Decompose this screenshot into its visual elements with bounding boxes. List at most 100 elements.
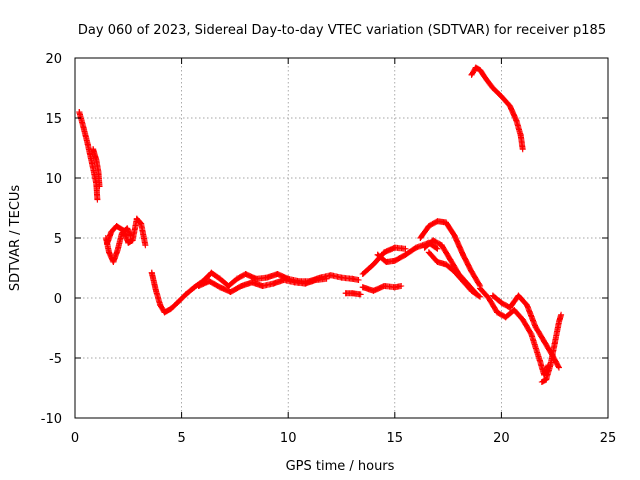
data-point [425, 249, 432, 256]
data-point [263, 274, 270, 281]
data-point [161, 309, 168, 316]
data-point [95, 169, 102, 175]
data-point [425, 223, 432, 229]
data-point [338, 274, 345, 281]
data-point [498, 93, 505, 100]
data-points [76, 64, 565, 385]
data-point [391, 244, 398, 251]
x-axis-label: GPS time / hours [286, 459, 395, 474]
data-point [434, 218, 441, 225]
data-point [342, 290, 349, 297]
x-tick-label: 10 [280, 431, 297, 446]
data-point [477, 67, 484, 73]
data-point [125, 239, 132, 246]
data-point [538, 379, 545, 385]
data-point [208, 269, 215, 276]
data-point [270, 280, 277, 287]
data-point [515, 292, 522, 299]
data-point [402, 251, 409, 258]
data-point [536, 357, 543, 364]
y-tick-label: -5 [49, 352, 62, 367]
data-point [381, 249, 388, 256]
data-point [108, 229, 115, 235]
data-point [93, 157, 100, 163]
data-point [468, 268, 475, 275]
data-point [483, 76, 490, 83]
data-point [374, 251, 381, 258]
data-point [148, 269, 155, 276]
y-tick-label: 20 [45, 52, 62, 67]
data-point [451, 232, 458, 239]
chart-title: Day 060 of 2023, Sidereal Day-to-day VTE… [78, 23, 606, 38]
data-point [417, 235, 424, 241]
data-point [541, 338, 548, 345]
x-tick-label: 25 [600, 431, 617, 446]
y-axis-label: SDTVAR / TECUs [8, 185, 23, 292]
data-point [513, 117, 520, 124]
data-point [302, 280, 309, 287]
data-point [558, 311, 565, 318]
data-point [502, 314, 509, 321]
data-point [555, 364, 562, 371]
data-point [96, 183, 103, 190]
data-point [133, 215, 140, 222]
axis-ticks: 0 5 10 15 20 25 -10 -5 0 5 10 15 20 [41, 52, 617, 446]
y-tick-label: 5 [54, 232, 62, 247]
data-point [312, 277, 319, 283]
data-point [106, 249, 113, 256]
data-point [206, 278, 213, 285]
data-point [506, 304, 513, 311]
data-point [494, 309, 501, 316]
data-point [84, 141, 91, 148]
data-point [80, 124, 87, 131]
data-point [434, 245, 441, 252]
data-point [280, 277, 287, 283]
grid-lines [75, 58, 608, 418]
data-point [383, 259, 390, 265]
x-tick-label: 0 [71, 431, 79, 446]
data-point [391, 257, 398, 264]
data-point [110, 259, 117, 265]
data-point [238, 283, 245, 289]
data-point [555, 319, 562, 325]
data-point [460, 278, 467, 285]
data-point [157, 302, 164, 309]
data-point [195, 283, 202, 289]
data-point [182, 291, 189, 298]
data-point [370, 287, 377, 294]
data-point [121, 227, 128, 234]
data-point [234, 275, 241, 282]
data-point [477, 293, 484, 300]
data-point [434, 259, 441, 265]
data-point [468, 71, 475, 78]
data-point [468, 287, 475, 294]
data-point [391, 284, 398, 291]
data-point [442, 261, 449, 268]
x-tick-label: 5 [177, 431, 185, 446]
y-tick-label: 10 [45, 172, 62, 187]
data-point [498, 299, 505, 306]
data-point [402, 245, 409, 252]
data-point [370, 261, 377, 268]
data-point [242, 271, 249, 277]
data-point [76, 109, 83, 115]
data-point [447, 256, 454, 263]
data-point [398, 283, 405, 289]
data-point [167, 305, 174, 312]
data-point [323, 275, 330, 282]
data-point [359, 271, 366, 277]
data-point [216, 284, 223, 291]
data-point [357, 291, 364, 298]
data-point [413, 244, 420, 251]
data-point [253, 275, 260, 282]
data-point [327, 272, 334, 279]
data-point [460, 251, 467, 258]
data-point [511, 307, 518, 313]
data-point [349, 275, 356, 282]
y-tick-label: 15 [45, 112, 62, 127]
data-point [506, 103, 513, 109]
data-point [523, 302, 530, 309]
data-point [129, 237, 136, 244]
data-point [551, 340, 558, 347]
data-point [124, 225, 131, 232]
